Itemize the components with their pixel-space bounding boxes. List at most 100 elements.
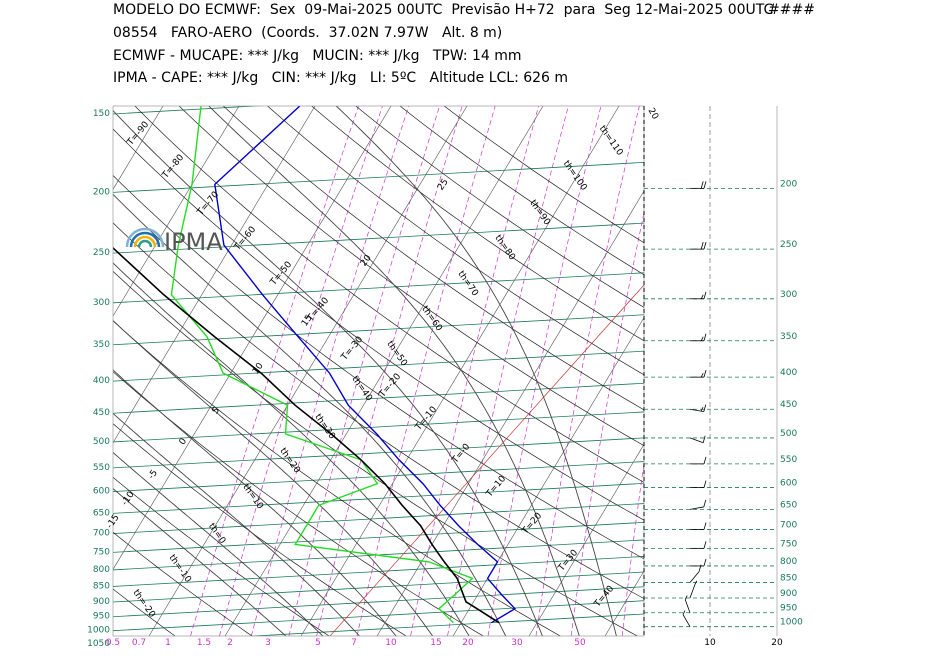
wind-barb-flag	[700, 336, 704, 341]
ipma-logo: IPMA	[125, 227, 223, 256]
pressure-label-right: 600	[780, 479, 797, 489]
moist-adiabat	[113, 369, 397, 636]
parcel-line	[113, 246, 500, 624]
pressure-label-right: 650	[780, 500, 797, 510]
dry-adiabat	[355, 106, 644, 308]
mixing-ratio-line	[190, 106, 359, 636]
wind-barb-flag	[703, 456, 707, 464]
wind-barb-flag	[703, 404, 707, 412]
pressure-label-right: 750	[780, 539, 797, 549]
dry-adiabat	[113, 588, 176, 636]
wind-barb-flag	[703, 333, 707, 341]
moist-adiabat	[113, 262, 470, 636]
moist-adiabat	[113, 488, 287, 636]
moist-adiabat	[335, 106, 617, 636]
moist-adiabat-label: 0	[178, 436, 190, 447]
pressure-label-right: 700	[780, 521, 797, 531]
wind-barb	[689, 506, 704, 510]
isotherm-label: T=-10	[413, 405, 439, 434]
moist-adiabat-label: -10	[120, 490, 137, 508]
wind-barb	[684, 599, 691, 613]
wind-barb-flag	[703, 499, 707, 508]
wind-barb-flag	[703, 242, 707, 250]
isotherm	[113, 106, 316, 444]
isobar-200	[113, 161, 644, 193]
mixing-ratio-line	[356, 106, 496, 636]
highlight-line	[329, 284, 644, 636]
pressure-label-left: 800	[93, 565, 110, 575]
mixing-ratio-line	[316, 106, 463, 636]
wind-barb-flag	[703, 541, 707, 549]
logo-text: IPMA	[164, 228, 223, 256]
mixing-ratio-tick: 50	[574, 638, 586, 648]
isotherm-label: T=40	[592, 584, 616, 610]
pressure-label-right: 350	[780, 332, 797, 342]
mixing-ratio-tick: 2	[227, 638, 233, 648]
pressure-label-left: 550	[93, 463, 110, 473]
pressure-label-right: 950	[780, 604, 797, 614]
isotherm	[452, 317, 644, 636]
pressure-label-left: 250	[93, 248, 110, 258]
isobar-250	[113, 222, 644, 254]
mixing-ratio-line	[410, 106, 539, 636]
dry-adiabat	[113, 371, 484, 636]
dry-adiabat	[113, 531, 253, 636]
moist-adiabat-label: -5	[147, 468, 160, 481]
mixing-ratio-tick: 7	[351, 638, 357, 648]
wind-barb-flag	[700, 181, 704, 189]
mixing-ratio-tick: 10	[385, 638, 397, 648]
wind-barb-flag	[703, 522, 707, 530]
mixing-ratio-line	[487, 106, 602, 636]
wind-panel	[644, 106, 778, 636]
plot-area	[0, 106, 940, 636]
isobar-300	[113, 272, 644, 304]
mixing-ratio-line	[621, 460, 644, 636]
dry-adiabat-label: th=80	[492, 233, 517, 262]
isobar-500	[113, 411, 644, 443]
pressure-label-left: 450	[93, 408, 110, 418]
mixing-ratio-tick: 3	[265, 638, 271, 648]
isotherm	[0, 106, 11, 636]
pressure-label-right: 800	[780, 557, 797, 567]
isotherm	[604, 570, 644, 636]
wind-barb-flag	[703, 558, 707, 567]
wind-barb-flag	[703, 291, 707, 299]
wind-barb-flag	[700, 242, 704, 250]
moist-label-top: 20	[646, 107, 661, 122]
moist-adiabat	[113, 319, 433, 636]
dry-adiabat	[134, 106, 644, 483]
pressure-label-left: 900	[93, 597, 110, 607]
logo-arc-icon	[129, 231, 161, 248]
wind-barb-flag	[703, 480, 707, 488]
mixing-ratio-line	[288, 106, 440, 636]
mixing-ratio-tick: 1	[165, 638, 171, 648]
wind-barb-flag	[698, 564, 702, 572]
isobar-900	[113, 571, 644, 603]
mixing-ratio-tick: 20	[462, 638, 474, 648]
dry-adiabat	[113, 270, 638, 636]
dry-adiabat	[113, 476, 330, 636]
wind-barb-flag	[703, 370, 707, 378]
isotherm	[0, 106, 87, 636]
pressure-label-left: 400	[93, 376, 110, 386]
logo-arc-icon	[133, 235, 157, 248]
dry-adiabat	[267, 106, 644, 376]
mixing-ratio-tick: 5	[315, 638, 321, 648]
dry-adiabat-label: th=20	[277, 446, 302, 475]
pressure-label-left: 600	[93, 487, 110, 497]
pressure-label-left: 350	[93, 340, 110, 350]
wind-barb	[689, 584, 696, 599]
moist-adiabat-label: 10	[251, 361, 266, 376]
mixing-ratio-tick: 30	[511, 638, 523, 648]
logo-arc-icon	[125, 227, 165, 248]
mixing-ratio-tick: 15	[430, 638, 441, 648]
isotherm-label: T=10	[484, 474, 508, 500]
pressure-label-left: 700	[93, 529, 110, 539]
isotherm	[681, 106, 940, 636]
wind-barb-flag	[694, 580, 698, 586]
mixing-ratio-line	[535, 106, 640, 636]
moist-adiabat-label: 5	[211, 406, 222, 416]
pressure-label-right: 900	[780, 589, 797, 599]
pressure-label-left: 1050	[87, 639, 110, 649]
wind-barb-flag	[703, 181, 707, 189]
